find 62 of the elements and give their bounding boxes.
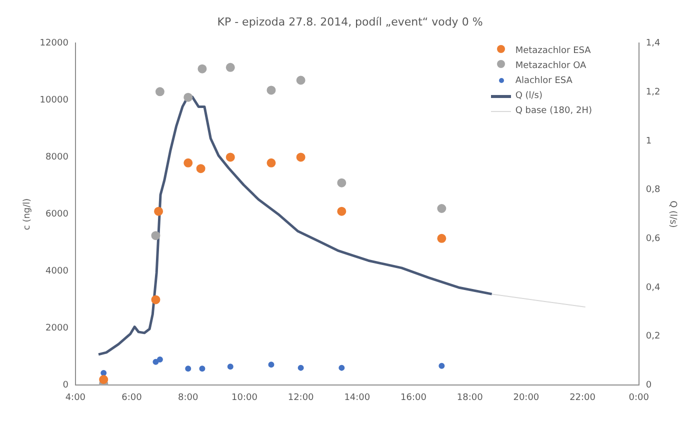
x-tick-label: 4:00	[65, 392, 86, 403]
point	[156, 356, 163, 363]
y2-tick-label: 1,2	[646, 87, 660, 98]
x-tick-label: 22:00	[570, 392, 596, 403]
x-tick-label: 18:00	[456, 392, 484, 403]
x-tick-label: 6:00	[122, 392, 142, 403]
legend-label: Metazachlor OA	[515, 60, 586, 73]
y2-tick-label: 1	[646, 136, 652, 146]
point	[266, 86, 276, 95]
point	[100, 370, 107, 376]
y-tick-label: 0	[62, 380, 69, 391]
y-axis-title: c (ng/l)	[22, 198, 33, 230]
point	[296, 152, 306, 162]
y2-tick-label: 0,2	[646, 332, 660, 342]
point	[151, 295, 160, 304]
y2-tick-label: 0,4	[646, 282, 660, 293]
point	[155, 87, 164, 96]
legend-label: Q (l/s)	[515, 90, 543, 103]
legend-label: Q base (180, 2H)	[515, 105, 592, 118]
point	[185, 366, 192, 372]
point	[337, 206, 346, 216]
x-tick-label: 20:00	[513, 392, 540, 403]
point	[151, 231, 160, 240]
point	[184, 92, 193, 102]
point	[268, 362, 274, 368]
point	[438, 362, 445, 369]
x-tick-label: 12:00	[288, 392, 314, 403]
point	[266, 158, 276, 168]
y-tick-label: 2000	[46, 324, 69, 334]
y2-axis-title: Q (l/s)	[667, 200, 678, 228]
y2-tick-label: 1,4	[646, 38, 660, 49]
point	[226, 62, 235, 72]
y-tick-label: 8000	[46, 152, 69, 163]
legend-label: Alachlor ESA	[515, 75, 572, 88]
x-tick-label: 16:00	[400, 392, 427, 403]
y-tick-label: 6000	[46, 210, 69, 220]
point	[154, 206, 164, 216]
x-tick-label: 0:00	[628, 392, 650, 403]
x-tick-label: 10:00	[232, 392, 258, 403]
x-tick-label: 8:00	[178, 392, 198, 403]
point	[338, 364, 345, 371]
point	[298, 364, 304, 371]
point	[437, 204, 446, 213]
y-tick-label: 10000	[40, 96, 69, 106]
point	[227, 364, 234, 370]
point	[296, 76, 306, 85]
point	[184, 158, 193, 168]
y2-tick-label: 0	[646, 380, 652, 391]
y-tick-label: 4000	[46, 266, 69, 277]
chart-title: KP - epizoda 27.8. 2014, podíl „event“ vody 0 %	[217, 15, 483, 28]
y2-tick-label: 0,8	[646, 185, 660, 196]
point	[437, 234, 446, 243]
point	[199, 366, 206, 372]
point	[99, 375, 108, 384]
point	[198, 64, 207, 74]
point	[226, 152, 235, 162]
y2-tick-label: 0,6	[646, 234, 660, 244]
legend-label: Metazachlor ESA	[515, 45, 591, 58]
point	[196, 164, 206, 174]
y-tick-label: 12000	[40, 38, 69, 49]
point	[337, 178, 346, 188]
x-tick-label: 14:00	[344, 392, 370, 403]
